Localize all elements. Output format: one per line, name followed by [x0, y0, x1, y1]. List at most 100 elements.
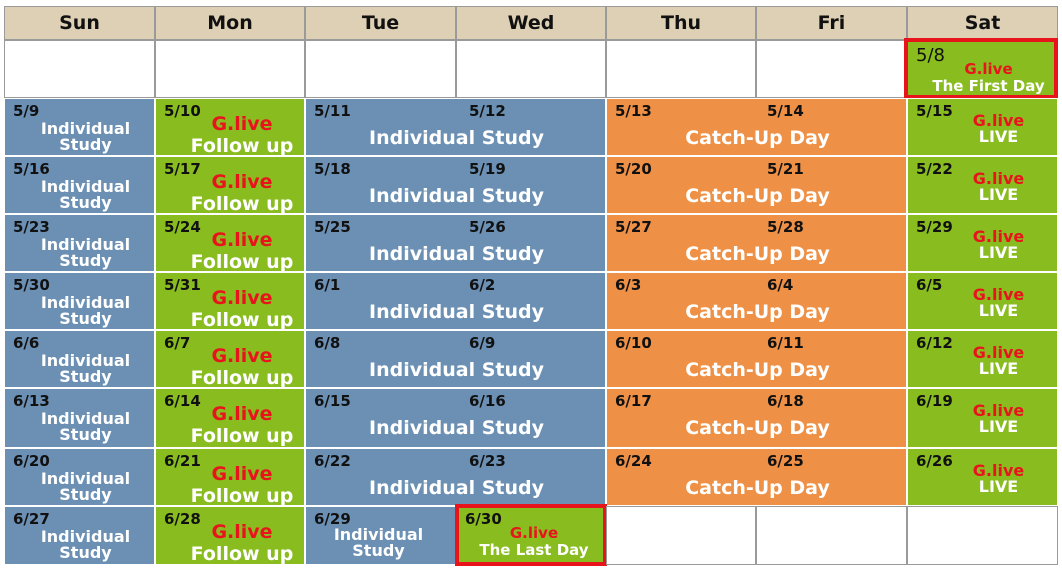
date-label: 6/15 [314, 392, 351, 410]
follow-up-cell[interactable]: 5/17 G.live Follow up [155, 156, 305, 214]
individual-study-block[interactable]: 6/22 6/23 Individual Study [305, 448, 606, 506]
individual-study-cell[interactable]: 5/9 Individual Study [4, 98, 155, 156]
date-label: 6/26 [916, 452, 953, 470]
cell-label: Individual Study [306, 243, 605, 265]
live-cell[interactable]: 6/12 G.live LIVE [907, 330, 1058, 388]
cell-label: Catch-Up Day [607, 185, 906, 207]
empty-cell [606, 40, 756, 98]
date-label: 6/7 [164, 334, 191, 352]
first-day-cell[interactable]: 5/8 G.live The First Day [907, 40, 1058, 98]
date-label: 6/28 [164, 510, 201, 528]
date-label: 6/11 [767, 334, 804, 352]
follow-up-cell[interactable]: 6/7 G.live Follow up [155, 330, 305, 388]
catch-up-day-block[interactable]: 6/17 6/18 Catch-Up Day [606, 388, 907, 448]
catch-up-day-block[interactable]: 5/20 5/21 Catch-Up Day [606, 156, 907, 214]
label-line: Catch-Up Day [685, 417, 830, 439]
live-cell[interactable]: 6/5 G.live LIVE [907, 272, 1058, 330]
date-label: 6/23 [469, 452, 506, 470]
follow-up-cell[interactable]: 6/28 G.live Follow up [155, 506, 305, 565]
date-label: 6/1 [314, 276, 341, 294]
cell-label: Catch-Up Day [607, 477, 906, 499]
date-label: 6/14 [164, 392, 201, 410]
cell-label: Individual Study [306, 417, 605, 439]
label-line: Catch-Up Day [685, 477, 830, 499]
glive-text: G.live [211, 171, 273, 193]
date-label: 6/4 [767, 276, 794, 294]
individual-study-block[interactable]: 5/25 5/26 Individual Study [305, 214, 606, 272]
label-line: Individual [40, 351, 131, 370]
follow-up-cell[interactable]: 5/10 G.live Follow up [155, 98, 305, 156]
label-line: Study [59, 251, 112, 270]
individual-study-block[interactable]: 6/1 6/2 Individual Study [305, 272, 606, 330]
glive-text: G.live [211, 345, 273, 367]
individual-study-cell[interactable]: 6/13 Individual Study [4, 388, 155, 448]
date-label: 6/22 [314, 452, 351, 470]
individual-study-cell[interactable]: 5/16 Individual Study [4, 156, 155, 214]
label-line: Follow up [190, 251, 294, 272]
cell-label: Catch-Up Day [607, 359, 906, 381]
individual-study-cell[interactable]: 6/6 Individual Study [4, 330, 155, 388]
label-line: Catch-Up Day [685, 185, 830, 207]
follow-up-cell[interactable]: 5/24 G.live Follow up [155, 214, 305, 272]
label-line: LIVE [978, 477, 1019, 496]
label-line: Follow up [190, 135, 294, 156]
cell-label: Individual Study [5, 351, 154, 385]
follow-up-cell[interactable]: 6/14 G.live Follow up [155, 388, 305, 448]
individual-study-block[interactable]: 6/8 6/9 Individual Study [305, 330, 606, 388]
date-label: 6/18 [767, 392, 804, 410]
catch-up-day-block[interactable]: 6/3 6/4 Catch-Up Day [606, 272, 907, 330]
cell-label: Individual Study [5, 235, 154, 270]
catch-up-day-block[interactable]: 5/27 5/28 Catch-Up Day [606, 214, 907, 272]
glive-text: G.live [211, 287, 273, 309]
catch-up-day-block[interactable]: 6/10 6/11 Catch-Up Day [606, 330, 907, 388]
glive-text: G.live [211, 463, 273, 485]
date-label: 6/9 [469, 334, 496, 352]
catch-up-day-block[interactable]: 6/24 6/25 Catch-Up Day [606, 448, 907, 506]
catch-up-day-block[interactable]: 5/13 5/14 Catch-Up Day [606, 98, 907, 156]
cell-label: G.live Follow up [178, 345, 304, 387]
cell-label: G.live Follow up [178, 171, 304, 213]
live-cell[interactable]: 6/26 G.live LIVE [907, 448, 1058, 506]
label-line: Individual [40, 235, 131, 254]
date-label: 5/11 [314, 102, 351, 120]
cell-label: Individual Study [5, 293, 154, 327]
date-label: 5/13 [615, 102, 652, 120]
label-line: Individual Study [369, 359, 544, 381]
last-day-cell[interactable]: 6/30 G.live The Last Day [456, 506, 606, 565]
follow-up-cell[interactable]: 5/31 G.live Follow up [155, 272, 305, 330]
individual-study-cell[interactable]: 6/20 Individual Study [4, 448, 155, 506]
label-line: Individual [40, 293, 131, 312]
label-line: Individual [40, 469, 131, 488]
label-line: Individual Study [369, 185, 544, 207]
individual-study-block[interactable]: 5/11 5/12 Individual Study [305, 98, 606, 156]
individual-study-cell[interactable]: 6/29 Individual Study [305, 506, 456, 565]
weekday-header-wed: Wed [456, 6, 606, 40]
date-label: 6/16 [469, 392, 506, 410]
date-label: 5/8 [916, 45, 945, 66]
individual-study-block[interactable]: 5/18 5/19 Individual Study [305, 156, 606, 214]
live-cell[interactable]: 5/29 G.live LIVE [907, 214, 1058, 272]
date-label: 6/12 [916, 334, 953, 352]
cell-label: G.live Follow up [178, 403, 304, 447]
live-cell[interactable]: 6/19 G.live LIVE [907, 388, 1058, 448]
empty-cell [155, 40, 305, 98]
empty-cell [456, 40, 606, 98]
cell-label: G.live LIVE [938, 171, 1057, 203]
date-label: 5/31 [164, 276, 201, 294]
empty-cell [756, 40, 907, 98]
individual-study-cell[interactable]: 5/23 Individual Study [4, 214, 155, 272]
date-label: 5/12 [469, 102, 506, 120]
individual-study-block[interactable]: 6/15 6/16 Individual Study [305, 388, 606, 448]
date-label: 5/15 [916, 102, 953, 120]
follow-up-cell[interactable]: 6/21 G.live Follow up [155, 448, 305, 506]
live-cell[interactable]: 5/22 G.live LIVE [907, 156, 1058, 214]
individual-study-cell[interactable]: 5/30 Individual Study [4, 272, 155, 330]
live-cell[interactable]: 5/15 G.live LIVE [907, 98, 1058, 156]
cell-label: Individual Study [306, 527, 451, 559]
cell-label: Individual Study [5, 411, 154, 443]
individual-study-cell[interactable]: 6/27 Individual Study [4, 506, 155, 565]
label-line: LIVE [978, 301, 1019, 320]
date-label: 6/6 [13, 334, 40, 352]
date-label: 6/24 [615, 452, 652, 470]
